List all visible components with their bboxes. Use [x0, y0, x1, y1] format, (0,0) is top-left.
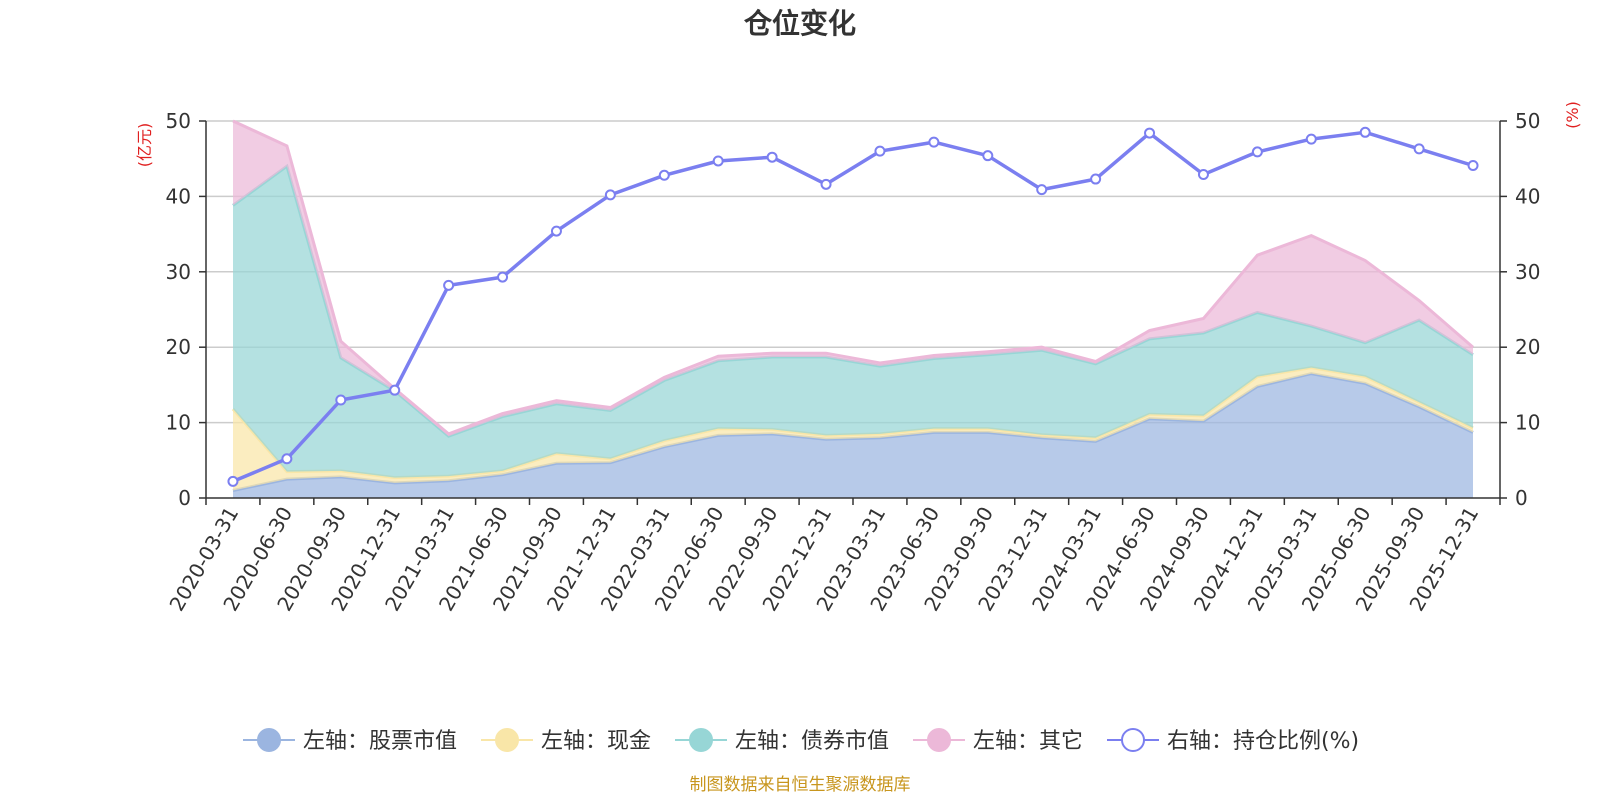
ratio-point: [389, 384, 401, 396]
legend-label: 左轴：债券市值: [735, 729, 889, 754]
ratio-point: [497, 271, 509, 283]
ratio-point: [281, 453, 293, 465]
left-y-tick-label: 40: [166, 184, 191, 208]
right-y-tick-label: 50: [1515, 109, 1540, 133]
legend-label: 左轴：其它: [973, 729, 1083, 754]
legend-item-5: 右轴：持仓比例(%): [1107, 728, 1359, 754]
ratio-line-path: [232, 130, 1474, 484]
ratio-point: [227, 475, 239, 487]
ratio-point: [1036, 184, 1048, 196]
left-y-tick-label: 50: [166, 109, 191, 133]
left-y-tick-label: 10: [166, 411, 191, 435]
ratio-point: [820, 178, 832, 190]
ratio-point: [928, 136, 940, 148]
right-y-tick-label: 20: [1515, 335, 1540, 359]
ratio-point: [1359, 126, 1371, 138]
ratio-point: [658, 169, 670, 181]
ratio-point: [982, 150, 994, 162]
legend-marker-icon: [689, 728, 713, 752]
legend-item-3: 左轴：债券市值: [675, 728, 889, 754]
ratio-point: [1144, 127, 1156, 139]
ratio-point: [550, 225, 562, 237]
left-y-tick-label: 20: [166, 335, 191, 359]
stacked-areas: [231, 119, 1474, 498]
chart-title: 仓位变化: [744, 7, 856, 40]
ratio-point: [1467, 159, 1479, 171]
ratio-point: [443, 279, 455, 291]
area-3: [233, 166, 1473, 478]
legend-item-1: 左轴：股票市值: [243, 728, 457, 754]
legend-item-2: 左轴：现金: [481, 728, 651, 754]
ratio-point: [1305, 133, 1317, 145]
right-axis-unit: (%): [1563, 101, 1582, 129]
left-y-tick-label: 30: [166, 260, 191, 284]
right-y-tick-label: 30: [1515, 260, 1540, 284]
ratio-point: [335, 394, 347, 406]
left-y-tick-label: 0: [178, 486, 191, 510]
area-2: [233, 367, 1473, 491]
legend-item-4: 左轴：其它: [913, 728, 1083, 754]
ratio-point: [1251, 146, 1263, 158]
source-note: 制图数据来自恒生聚源数据库: [690, 775, 911, 795]
area-edge-4: [232, 119, 1474, 436]
ratio-point: [712, 155, 724, 167]
left-axis-unit: (亿元): [135, 123, 154, 168]
position-ratio-line: [227, 126, 1479, 487]
legend-marker-icon: [927, 728, 951, 752]
legend-label: 左轴：现金: [541, 729, 651, 754]
legend-marker-icon: [257, 728, 281, 752]
legend-marker-icon: [1121, 728, 1145, 752]
legend-marker-icon: [495, 728, 519, 752]
ratio-point: [1197, 169, 1209, 181]
right-y-tick-label: 40: [1515, 184, 1540, 208]
legend: 左轴：股票市值 左轴：现金 左轴：债券市值 左轴：其它 右轴：持仓比例(%): [243, 728, 1359, 754]
right-y-tick-label: 0: [1515, 486, 1528, 510]
ratio-point: [874, 145, 886, 157]
ratio-point: [1413, 143, 1425, 155]
legend-label: 左轴：股票市值: [303, 729, 457, 754]
ratio-point: [1090, 173, 1102, 185]
legend-label: 右轴：持仓比例(%): [1167, 729, 1359, 754]
right-y-tick-label: 10: [1515, 411, 1540, 435]
ratio-point: [766, 151, 778, 163]
ratio-point: [604, 189, 616, 201]
